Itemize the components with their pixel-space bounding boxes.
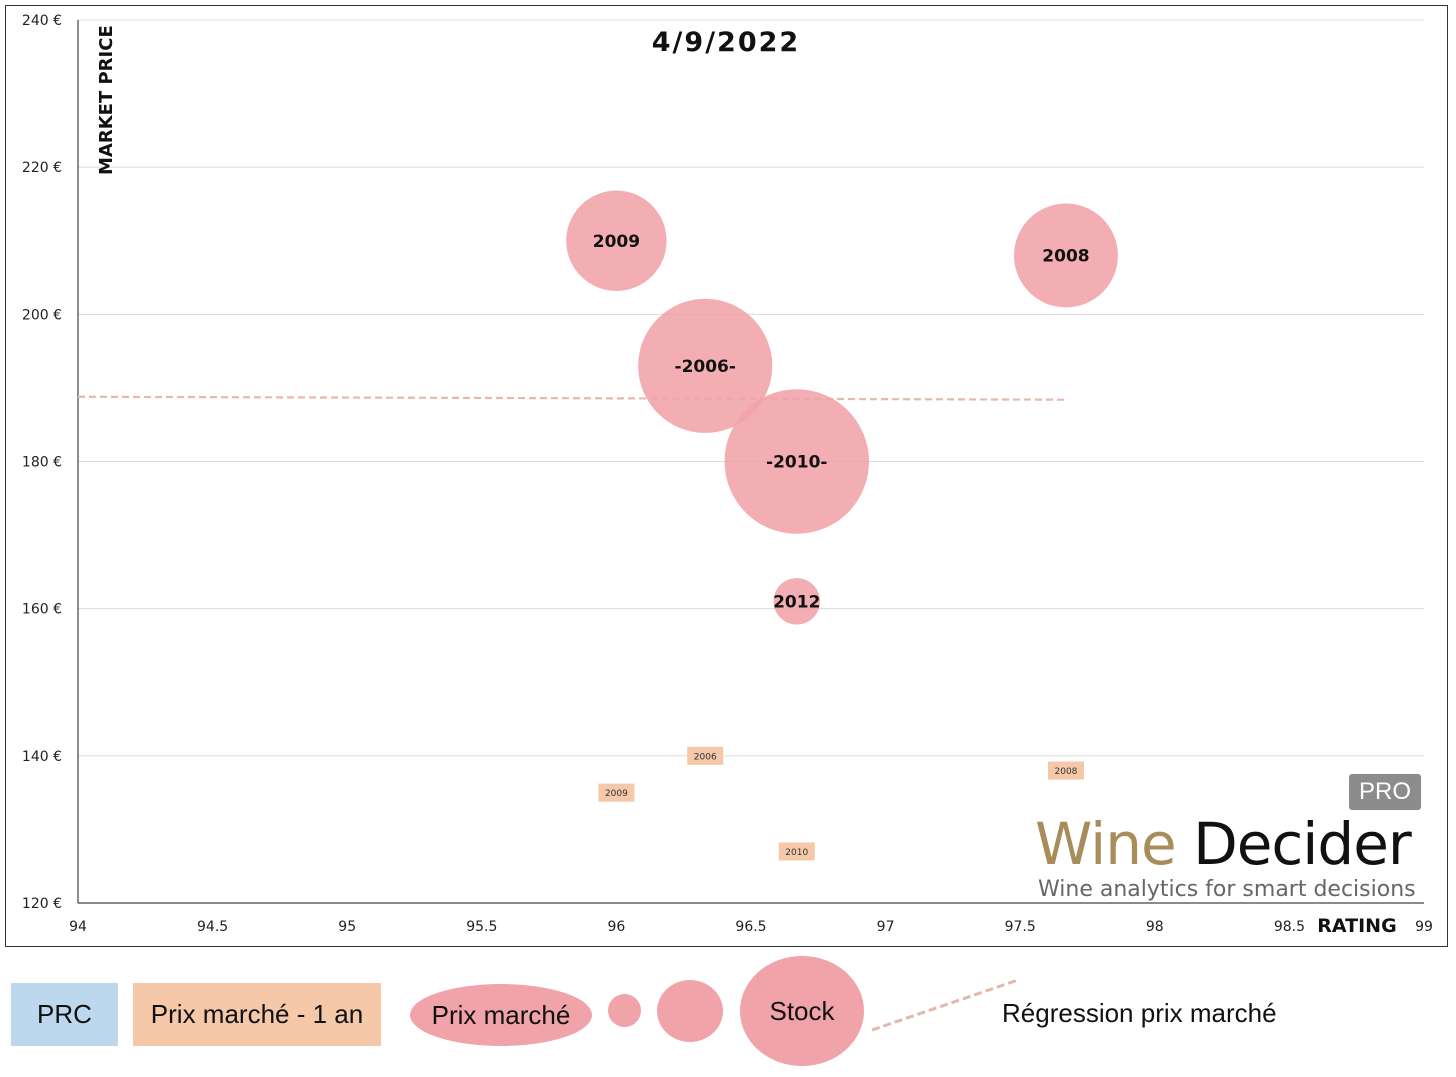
x-tick-label: 96.5 [735, 919, 766, 935]
x-tick-label: 97 [877, 919, 895, 935]
prev-year-label: 2008 [1055, 767, 1078, 777]
bubble [773, 578, 821, 625]
bubble-label: -2006- [675, 357, 736, 377]
y-tick-label: 220 € [22, 160, 62, 176]
pro-badge: PRO [1349, 774, 1421, 810]
y-tick-label: 120 € [22, 896, 62, 912]
legend-regression: Régression prix marché [1002, 998, 1277, 1028]
bubble-label: 2012 [773, 592, 820, 612]
legend-bubble-medium [657, 980, 723, 1042]
brand-tagline: Wine analytics for smart decisions [1038, 877, 1416, 902]
legend-prc: PRC [11, 983, 118, 1046]
y-axis-label: MARKET PRICE [96, 25, 117, 175]
y-tick-label: 180 € [22, 455, 62, 471]
brand-logo: Wine Decider [1035, 810, 1412, 878]
legend-bubble-small [608, 994, 641, 1027]
y-tick-label: 140 € [22, 749, 62, 765]
prev-year-marker [687, 746, 724, 765]
x-tick-label: 95 [338, 919, 356, 935]
bubble [638, 298, 773, 433]
x-tick-label: 98.5 [1274, 919, 1305, 935]
x-tick-label: 97.5 [1005, 919, 1036, 935]
axes-layer: 120 € 140 € 160 € 180 € 200 € 220 € 240 € 94 94.… [22, 13, 1433, 935]
x-tick-label: 96 [607, 919, 625, 935]
prev-year-marker [1047, 761, 1084, 780]
legend-regression-line [871, 978, 1019, 1032]
prev-year-marker [778, 842, 815, 861]
legend-prix-marche-1-an: Prix marché - 1 an [133, 983, 381, 1046]
brand-decider: Decider [1175, 810, 1412, 878]
bubble-label: -2010- [766, 453, 827, 473]
prev-year-label: 2009 [605, 789, 628, 799]
x-axis-label: RATING [1317, 915, 1396, 937]
brand-wine: Wine [1035, 810, 1177, 878]
legend: PRC Prix marché - 1 an Prix marché Stock… [0, 950, 1456, 1077]
y-tick-label: 200 € [22, 307, 62, 323]
chart-frame: 120 € 140 € 160 € 180 € 200 € 220 € 240 € 94 94.… [5, 5, 1448, 947]
x-tick-label: 94.5 [197, 919, 228, 935]
bubble [1014, 203, 1118, 308]
regression-line [77, 395, 1066, 401]
prev-year-label: 2006 [694, 752, 717, 762]
prev-year-layer: 2006 2009 2008 2010 [598, 746, 1084, 861]
bubble-label: 2008 [1042, 246, 1089, 266]
bubble-chart: 120 € 140 € 160 € 180 € 200 € 220 € 240 € 94 94.… [22, 13, 1433, 937]
y-tick-label: 240 € [22, 13, 62, 29]
bubble [724, 389, 870, 534]
x-tick-label: 94 [69, 919, 87, 935]
prev-year-marker [598, 783, 635, 802]
legend-prix-marche: Prix marché [410, 984, 592, 1046]
legend-stock: Stock [740, 956, 864, 1066]
bubble-layer: 2009 2008 -2006- -2010- 2012 [566, 190, 1118, 625]
chart-title: 4/9/2022 [652, 27, 800, 58]
x-tick-label: 98 [1146, 919, 1164, 935]
bubble [566, 190, 667, 291]
prev-year-label: 2010 [785, 848, 808, 858]
x-tick-label: 99 [1415, 919, 1433, 935]
regression-layer [77, 395, 1066, 401]
x-tick-label: 95.5 [466, 919, 497, 935]
y-tick-label: 160 € [22, 602, 62, 618]
bubble-label: 2009 [593, 232, 640, 252]
